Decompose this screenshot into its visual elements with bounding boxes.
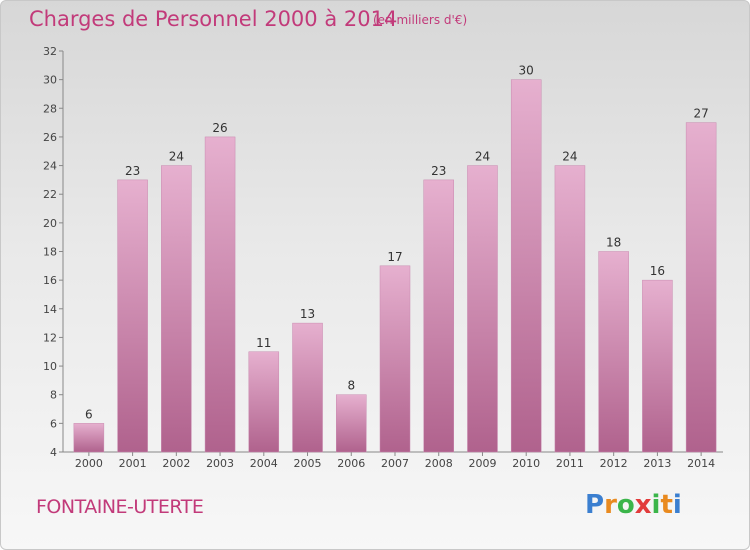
y-tick-label: 18: [43, 246, 57, 259]
y-tick-label: 14: [43, 303, 57, 316]
commune-name: FONTAINE-UTERTE: [36, 496, 204, 518]
bar-2009: [467, 165, 498, 453]
y-tick-label: 10: [43, 360, 57, 373]
y-tick-label: 22: [43, 188, 57, 201]
x-tick-label-2004: 2004: [250, 457, 278, 470]
proxiti-logo: Proxiti: [585, 490, 682, 520]
bar-2001: [117, 179, 148, 453]
x-tick-label-2010: 2010: [512, 457, 540, 470]
data-label-2012: 18: [606, 236, 621, 250]
x-tick-label-2011: 2011: [556, 457, 584, 470]
y-tick-label: 4: [50, 446, 57, 459]
bar-2007: [379, 265, 411, 453]
data-label-2010: 30: [519, 64, 534, 78]
data-label-2014: 27: [693, 107, 708, 121]
data-label-2004: 11: [256, 336, 271, 350]
x-tick-label-2002: 2002: [162, 457, 190, 470]
y-tick-label: 6: [50, 417, 57, 430]
bar-2010: [510, 79, 542, 453]
data-label-2008: 23: [431, 164, 446, 178]
x-tick-label-2006: 2006: [337, 457, 365, 470]
bar-2013: [642, 279, 673, 453]
y-tick-label: 16: [43, 274, 57, 287]
bar-2011: [554, 165, 586, 453]
x-tick-label-2001: 2001: [119, 457, 147, 470]
y-tick-label: 20: [43, 217, 57, 230]
y-tick-label: 12: [43, 331, 57, 344]
x-tick-label-2014: 2014: [687, 457, 715, 470]
data-label-2002: 24: [169, 150, 184, 164]
logo-letter: i: [672, 490, 682, 520]
x-tick-label-2003: 2003: [206, 457, 234, 470]
x-tick-label-2013: 2013: [643, 457, 671, 470]
data-label-2007: 17: [387, 250, 402, 264]
bar-2002: [161, 165, 192, 453]
data-label-2011: 24: [562, 150, 577, 164]
data-label-2006: 8: [347, 379, 355, 393]
y-tick-label: 32: [43, 45, 57, 58]
x-tick-label-2009: 2009: [468, 457, 496, 470]
y-tick-label: 8: [50, 389, 57, 402]
data-label-2001: 23: [125, 164, 140, 178]
x-tick-label-2005: 2005: [294, 457, 322, 470]
y-tick-label: 30: [43, 74, 57, 87]
data-label-2005: 13: [300, 307, 315, 321]
x-tick-label-2012: 2012: [600, 457, 628, 470]
data-label-2009: 24: [475, 150, 490, 164]
bar-2005: [292, 322, 323, 453]
bar-2012: [598, 251, 629, 453]
y-tick-label: 28: [43, 102, 57, 115]
data-label-2000: 6: [85, 407, 93, 421]
logo-letter: i: [651, 490, 661, 520]
bar-2004: [248, 351, 280, 453]
data-label-2003: 26: [212, 121, 227, 135]
y-tick-label: 26: [43, 131, 57, 144]
logo-letter: o: [616, 490, 635, 520]
bar-2006: [336, 394, 367, 453]
bar-2008: [423, 179, 454, 453]
x-tick-label-2000: 2000: [75, 457, 103, 470]
bar-2000: [73, 423, 105, 453]
logo-letter: P: [585, 490, 605, 520]
y-tick-label: 24: [43, 160, 57, 173]
chart-title: Charges de Personnel 2000 à 2014: [29, 7, 398, 31]
logo-letter: r: [604, 490, 617, 520]
logo-letter: x: [634, 490, 652, 520]
bar-2003: [204, 136, 236, 453]
chart-subtitle: (en milliers d'€): [373, 13, 468, 27]
x-tick-label-2008: 2008: [425, 457, 453, 470]
bar-2014: [685, 122, 717, 453]
logo-letter: t: [660, 490, 673, 520]
x-tick-label-2007: 2007: [381, 457, 409, 470]
data-label-2013: 16: [650, 264, 665, 278]
